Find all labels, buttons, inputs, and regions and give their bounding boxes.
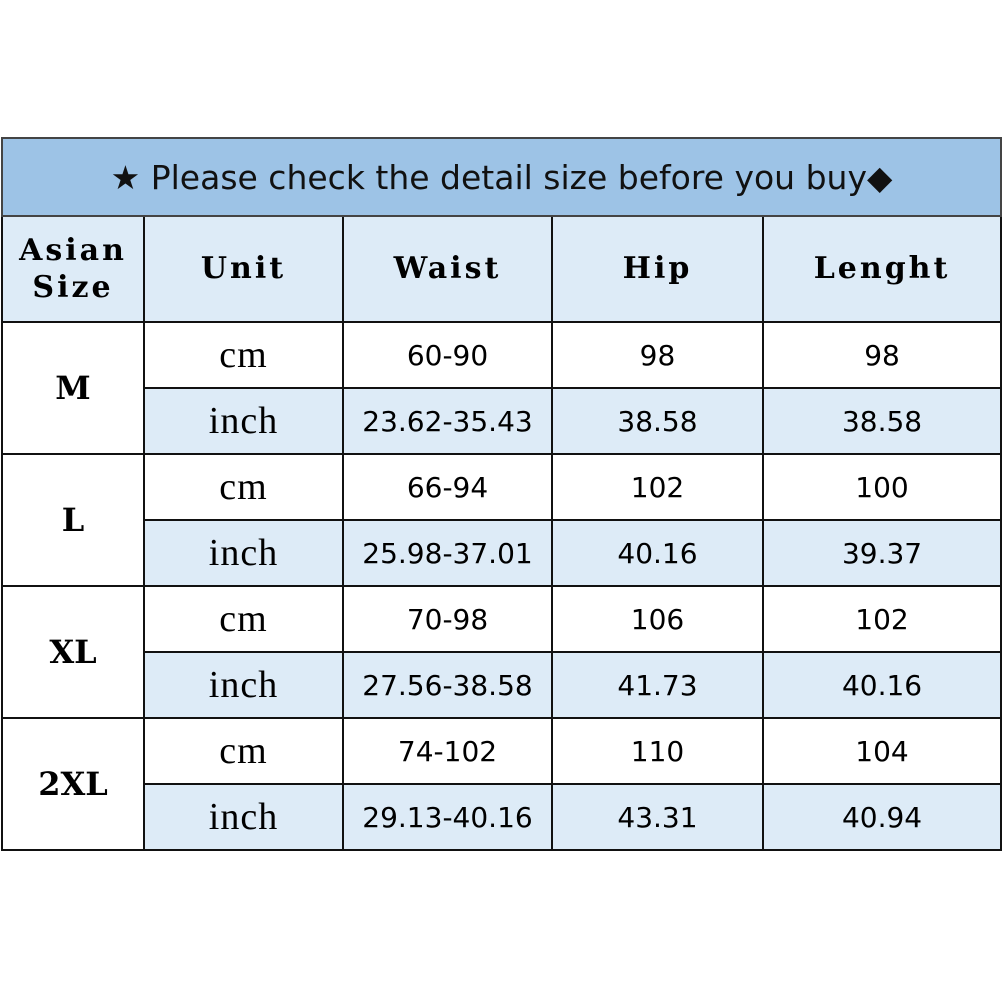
size-label: XL	[1, 585, 145, 719]
length-cell: 39.37	[761, 519, 1002, 587]
waist-cell: 60-90	[342, 321, 553, 389]
table-row: XL cm 70-98 106 102	[1, 585, 1002, 719]
unit-cell: cm	[143, 453, 344, 521]
size-label: 2XL	[1, 717, 145, 851]
length-cell: 102	[761, 585, 1002, 653]
waist-cell: 27.56-38.58	[342, 651, 553, 719]
table-row: 2XL cm 74-102 110 104	[1, 717, 1002, 851]
header-waist: Waist	[342, 215, 553, 323]
unit-cell: inch	[143, 783, 344, 851]
hip-cell: 106	[551, 585, 764, 653]
waist-cell: 74-102	[342, 717, 553, 785]
hip-cell: 102	[551, 453, 764, 521]
length-cell: 100	[761, 453, 1002, 521]
length-cell: 40.16	[761, 651, 1002, 719]
unit-cell: inch	[143, 651, 344, 719]
unit-cell: cm	[143, 717, 344, 785]
waist-cell: 23.62-35.43	[342, 387, 553, 455]
table-row: inch 27.56-38.58 41.73 40.16	[2, 651, 1002, 719]
waist-cell: 70-98	[342, 585, 553, 653]
length-cell: 40.94	[761, 783, 1002, 851]
table-title: ★ Please check the detail size before yo…	[0, 137, 1002, 217]
unit-cell: cm	[143, 321, 344, 389]
table-row: inch 29.13-40.16 43.31 40.94	[2, 783, 1002, 851]
unit-cell: inch	[143, 519, 344, 587]
length-cell: 38.58	[761, 387, 1002, 455]
length-cell: 98	[761, 321, 1002, 389]
hip-cell: 43.31	[551, 783, 764, 851]
header-unit: Unit	[143, 215, 344, 323]
header-row: Asian Size Unit Waist Hip Lenght	[1, 215, 1002, 323]
table-row: inch 23.62-35.43 38.58 38.58	[2, 387, 1002, 455]
hip-cell: 38.58	[551, 387, 764, 455]
unit-cell: inch	[143, 387, 344, 455]
size-label: L	[1, 453, 145, 587]
header-hip: Hip	[551, 215, 764, 323]
hip-cell: 110	[551, 717, 764, 785]
header-length: Lenght	[761, 215, 1002, 323]
waist-cell: 66-94	[342, 453, 553, 521]
header-asian-size: Asian Size	[1, 215, 145, 323]
hip-cell: 40.16	[551, 519, 764, 587]
waist-cell: 25.98-37.01	[342, 519, 553, 587]
waist-cell: 29.13-40.16	[342, 783, 553, 851]
length-cell: 104	[761, 717, 1002, 785]
hip-cell: 41.73	[551, 651, 764, 719]
table-row: inch 25.98-37.01 40.16 39.37	[2, 519, 1002, 587]
hip-cell: 98	[551, 321, 764, 389]
unit-cell: cm	[143, 585, 344, 653]
size-label: M	[1, 321, 145, 455]
size-chart-table: ★ Please check the detail size before yo…	[0, 137, 1002, 851]
